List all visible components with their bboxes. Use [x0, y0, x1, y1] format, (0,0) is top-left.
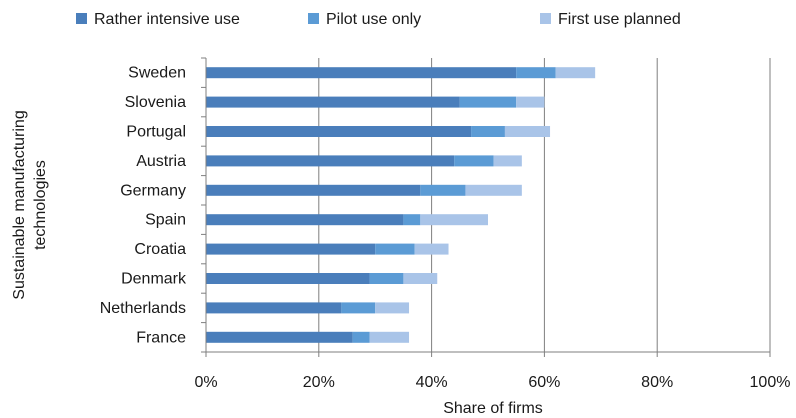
bar-segment: [206, 67, 517, 79]
y-tick-label: Denmark: [121, 271, 187, 288]
bar-segment: [471, 126, 505, 137]
y-tick-label: Sweden: [128, 65, 186, 82]
x-tick-label: 100%: [750, 374, 791, 391]
y-tick-label: Portugal: [126, 124, 186, 141]
y-tick-label: Slovenia: [125, 94, 186, 111]
legend-swatch: [540, 13, 551, 24]
bar-segment: [516, 96, 545, 108]
y-axis-title-line: Sustainable manufacturing: [11, 110, 28, 299]
legend: Rather intensive use Pilot use only First …: [76, 11, 681, 28]
bar-segment: [459, 96, 517, 108]
bar-segment: [206, 331, 353, 343]
bar-segment: [206, 273, 370, 284]
legend-label: Rather intensive use: [94, 11, 240, 28]
bar-segment: [206, 155, 455, 167]
x-tick-label: 0%: [194, 374, 217, 391]
bar-segment: [352, 331, 370, 343]
bar-segment: [516, 67, 556, 79]
axes: Sweden Slovenia Portugal Austria Germany Spai…: [100, 57, 791, 391]
x-tick-label: 60%: [528, 374, 560, 391]
bar-segment: [369, 331, 410, 343]
bar-segment: [403, 214, 421, 226]
x-axis-title: Share of firms: [443, 400, 543, 417]
y-tick-label: Netherlands: [100, 300, 186, 317]
bar-segment: [206, 214, 404, 226]
bar-segment: [341, 302, 376, 314]
x-tick-label: 80%: [641, 374, 673, 391]
legend-swatch: [76, 13, 87, 24]
bars: [206, 67, 596, 343]
bar-segment: [206, 243, 376, 255]
y-tick-label: Germany: [120, 182, 186, 199]
y-axis-title-line: technologies: [32, 160, 49, 250]
legend-swatch: [308, 13, 319, 24]
legend-label: Pilot use only: [326, 11, 421, 28]
bar-segment: [454, 155, 494, 167]
bar-segment: [206, 302, 342, 314]
bar-segment: [206, 184, 421, 196]
y-tick-label: Spain: [145, 212, 186, 229]
y-axis-title-group: Sustainable manufacturing technologies: [11, 110, 49, 299]
bar-segment: [414, 243, 449, 255]
bar-segment: [493, 155, 522, 167]
x-tick-label: 40%: [416, 374, 448, 391]
bar-segment: [403, 273, 438, 284]
bar-segment: [375, 243, 415, 255]
bar-segment: [206, 126, 472, 137]
y-tick-label: Croatia: [134, 241, 186, 258]
bar-segment: [369, 273, 404, 284]
y-tick-label: France: [136, 329, 186, 346]
bar-segment: [465, 184, 522, 196]
bar-segment: [504, 126, 551, 137]
y-tick-label: Austria: [136, 153, 186, 170]
x-tick-label: 20%: [303, 374, 335, 391]
bar-segment: [420, 214, 488, 226]
legend-label: First use planned: [558, 11, 681, 28]
bar-segment: [206, 96, 460, 108]
bar-segment: [555, 67, 596, 79]
bar-segment: [420, 184, 466, 196]
bar-segment: [375, 302, 410, 314]
